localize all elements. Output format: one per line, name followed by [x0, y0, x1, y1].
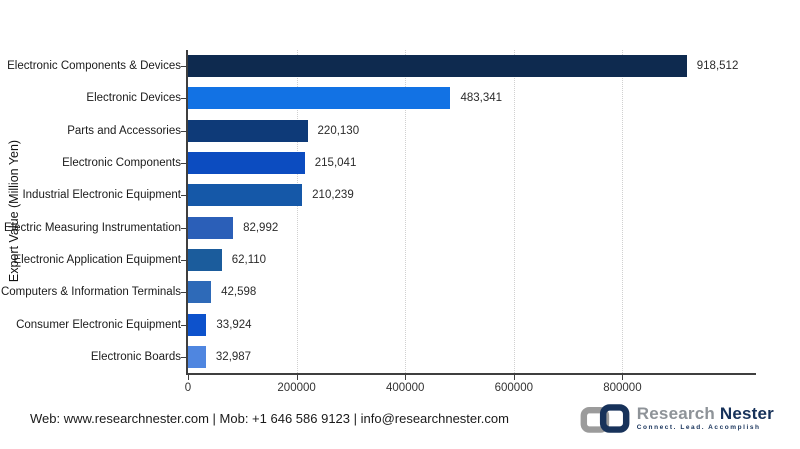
bar-row: 82,992: [188, 212, 756, 244]
bar: [188, 313, 207, 336]
category-label: Electric Measuring Instrumentation: [3, 221, 181, 234]
bar-value-label: 33,924: [216, 318, 252, 331]
bar: [188, 281, 212, 304]
footer-contact: Web: www.researchnester.com | Mob: +1 64…: [30, 411, 509, 426]
x-tick: [513, 375, 515, 380]
bar-row: 215,041: [188, 147, 756, 179]
bar-row: 483,341: [188, 82, 756, 114]
bar-row: 33,924: [188, 308, 756, 340]
category-label: Electronic Application Equipment: [13, 253, 182, 266]
bar-value-label: 62,110: [231, 253, 267, 266]
bar-row: 918,512: [188, 50, 756, 82]
brand-name-second: Nester: [719, 404, 774, 424]
bar-value-label: 215,041: [314, 157, 357, 170]
x-tick-label: 400000: [386, 382, 425, 394]
chain-links-icon: [580, 404, 630, 433]
x-tick-label: 600000: [494, 382, 533, 394]
category-tick: [181, 195, 186, 197]
category-tick: [181, 356, 186, 358]
category-label: Electronic Boards: [90, 350, 181, 363]
gridline: [513, 50, 515, 373]
category-tick: [181, 130, 186, 132]
category-label: Electronic Components & Devices: [7, 60, 181, 73]
bar-row: 42,598: [188, 276, 756, 308]
brand-logo: Research Nester Connect. Lead. Accomplis…: [579, 401, 774, 436]
brand-name-first: Research: [636, 404, 715, 424]
bar-row: 32,987: [188, 341, 756, 373]
bar-value-label: 918,512: [696, 60, 739, 73]
category-tick: [181, 259, 186, 261]
bar: [188, 119, 308, 142]
bar-value-label: 82,992: [243, 221, 279, 234]
x-tick-label: 800000: [603, 382, 642, 394]
bar: [188, 55, 687, 78]
x-tick: [405, 375, 407, 380]
plot-area: 0 200000 400000 600000 800000 918,512 483,341 2…: [181, 50, 756, 394]
gridline: [622, 50, 624, 373]
bar-value-label: 32,987: [215, 350, 252, 363]
bar: [188, 152, 305, 175]
category-tick: [181, 66, 186, 68]
category-label: Electronic Components: [62, 157, 181, 170]
bar: [188, 216, 234, 239]
bar-value-label: 220,130: [317, 124, 360, 137]
bar-row: 210,239: [188, 179, 756, 211]
bar-row: 220,130: [188, 115, 756, 147]
bar: [188, 184, 303, 207]
brand-name: Research Nester: [637, 405, 774, 422]
category-tick: [181, 163, 186, 165]
x-tick: [296, 375, 298, 380]
gridline: [405, 50, 407, 373]
category-label: Parts and Accessories: [67, 124, 181, 137]
gridline: [296, 50, 298, 373]
bar-value-label: 42,598: [221, 286, 257, 299]
x-tick-label: 0: [184, 382, 192, 394]
brand-text: Research Nester Connect. Lead. Accomplis…: [637, 405, 774, 432]
x-tick: [622, 375, 624, 380]
bar: [188, 248, 222, 271]
bar: [188, 345, 206, 368]
category-tick: [181, 292, 186, 294]
category-label: Computers & Information Terminals: [0, 286, 181, 299]
bar-value-label: 210,239: [312, 189, 354, 202]
category-label: Electronic Devices: [86, 92, 181, 105]
x-tick: [188, 375, 189, 380]
category-tick: [181, 324, 186, 326]
category-tick: [181, 227, 186, 229]
x-tick-label: 200000: [277, 382, 316, 394]
y-axis-line: [186, 50, 188, 373]
x-axis-line: [186, 373, 756, 375]
bar: [188, 87, 451, 110]
brand-tagline: Connect. Lead. Accomplish: [636, 424, 761, 432]
bar-row: 62,110: [188, 244, 756, 276]
category-label: Industrial Electronic Equipment: [22, 189, 181, 202]
category-tick: [181, 98, 186, 100]
bar-value-label: 483,341: [460, 92, 503, 105]
category-axis: Electronic Components & Devices Electroni…: [0, 50, 181, 373]
category-label: Consumer Electronic Equipment: [16, 318, 181, 331]
